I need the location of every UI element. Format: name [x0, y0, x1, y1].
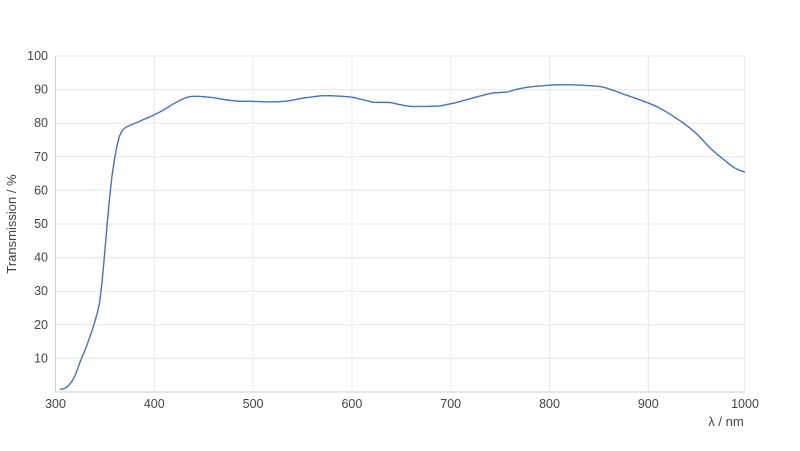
- svg-text:20: 20: [34, 318, 48, 332]
- svg-text:300: 300: [45, 397, 66, 411]
- svg-text:90: 90: [34, 83, 48, 97]
- svg-text:30: 30: [34, 284, 48, 298]
- svg-text:500: 500: [243, 397, 264, 411]
- svg-text:10: 10: [34, 351, 48, 365]
- svg-text:1000: 1000: [731, 397, 759, 411]
- svg-text:70: 70: [34, 150, 48, 164]
- svg-text:λ / nm: λ / nm: [708, 414, 743, 429]
- svg-text:60: 60: [34, 183, 48, 197]
- svg-text:600: 600: [341, 397, 362, 411]
- svg-text:Transmission / %: Transmission / %: [4, 174, 19, 274]
- svg-text:50: 50: [34, 217, 48, 231]
- svg-text:800: 800: [539, 397, 560, 411]
- svg-text:40: 40: [34, 251, 48, 265]
- svg-text:400: 400: [144, 397, 165, 411]
- svg-text:100: 100: [27, 49, 48, 63]
- svg-text:700: 700: [440, 397, 461, 411]
- svg-text:80: 80: [34, 116, 48, 130]
- svg-text:900: 900: [638, 397, 659, 411]
